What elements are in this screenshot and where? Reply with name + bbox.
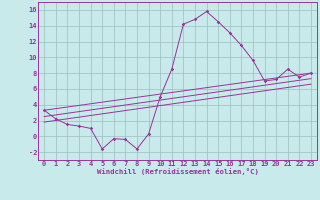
X-axis label: Windchill (Refroidissement éolien,°C): Windchill (Refroidissement éolien,°C) <box>97 168 259 175</box>
